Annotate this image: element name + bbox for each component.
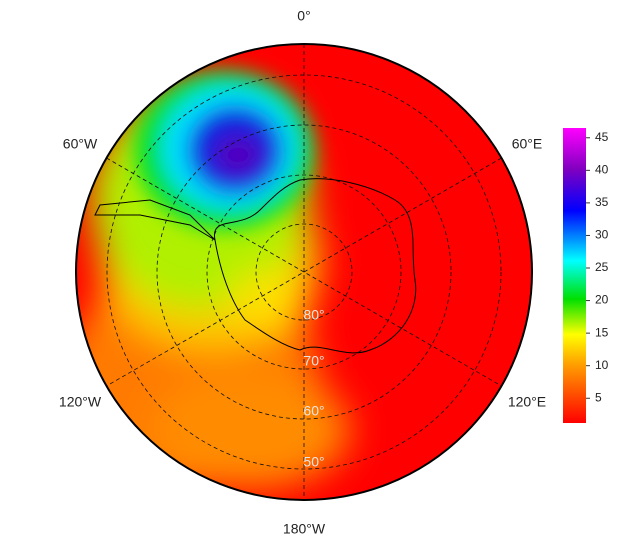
colorbar xyxy=(563,128,586,423)
colorbar-tick-label: 10 xyxy=(595,358,609,372)
colorbar-tick-label: 40 xyxy=(595,163,609,177)
longitude-label: 180°W xyxy=(283,521,326,537)
colorbar-tick-label: 5 xyxy=(595,390,602,404)
latitude-label: 80° xyxy=(303,307,324,323)
colorbar-tick-label: 25 xyxy=(595,260,609,274)
longitude-label: 120°W xyxy=(59,394,102,410)
latitude-label: 50° xyxy=(303,454,324,470)
colorbar-tick-label: 45 xyxy=(595,130,609,144)
colorbar-tick-label: 20 xyxy=(595,293,609,307)
coastline xyxy=(214,178,417,354)
longitude-label: 60°W xyxy=(63,136,98,152)
longitude-label: 60°E xyxy=(512,136,543,152)
latitude-label: 70° xyxy=(303,353,324,369)
colorbar-tick-label: 15 xyxy=(595,325,609,339)
coastline xyxy=(94,199,216,241)
map-border xyxy=(75,43,533,501)
heat-field xyxy=(76,44,532,500)
latitude-label: 60° xyxy=(303,403,324,419)
longitude-label: 120°E xyxy=(508,394,546,410)
graticule xyxy=(106,44,502,500)
colorbar-tick-label: 30 xyxy=(595,228,609,242)
colorbar-tick-label: 35 xyxy=(595,195,609,209)
longitude-label: 0° xyxy=(297,8,310,24)
